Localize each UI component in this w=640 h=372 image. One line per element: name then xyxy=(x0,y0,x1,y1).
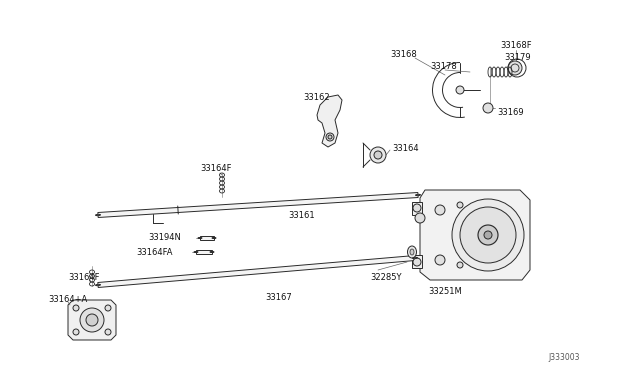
Circle shape xyxy=(326,133,334,141)
Text: 33164FA: 33164FA xyxy=(136,247,173,257)
Circle shape xyxy=(105,329,111,335)
Circle shape xyxy=(80,308,104,332)
Circle shape xyxy=(478,225,498,245)
Polygon shape xyxy=(98,192,418,218)
Text: 33164: 33164 xyxy=(392,144,419,153)
Circle shape xyxy=(508,61,522,75)
Circle shape xyxy=(484,231,492,239)
Circle shape xyxy=(460,207,516,263)
Text: 33167: 33167 xyxy=(265,294,292,302)
Circle shape xyxy=(452,199,524,271)
Ellipse shape xyxy=(198,237,202,238)
Ellipse shape xyxy=(212,237,216,238)
Circle shape xyxy=(483,103,493,113)
Text: 33162: 33162 xyxy=(303,93,330,102)
Text: 33161: 33161 xyxy=(288,211,315,219)
Polygon shape xyxy=(68,300,116,340)
Polygon shape xyxy=(98,256,415,288)
Ellipse shape xyxy=(95,214,100,216)
Ellipse shape xyxy=(210,251,214,253)
Polygon shape xyxy=(196,250,212,254)
Circle shape xyxy=(374,151,382,159)
Circle shape xyxy=(86,314,98,326)
Circle shape xyxy=(105,305,111,311)
Circle shape xyxy=(415,213,425,223)
Text: 33164+A: 33164+A xyxy=(48,295,87,305)
Text: 33251M: 33251M xyxy=(428,288,461,296)
Text: 33169: 33169 xyxy=(497,108,524,116)
Ellipse shape xyxy=(408,246,417,258)
Circle shape xyxy=(413,258,421,266)
Text: 33179: 33179 xyxy=(504,52,531,61)
Circle shape xyxy=(73,305,79,311)
Text: 32285Y: 32285Y xyxy=(370,273,401,282)
Circle shape xyxy=(413,204,421,212)
Circle shape xyxy=(435,205,445,215)
Text: 33168: 33168 xyxy=(390,49,417,58)
Ellipse shape xyxy=(415,194,420,196)
Text: 33178: 33178 xyxy=(430,61,457,71)
Polygon shape xyxy=(200,236,214,240)
Polygon shape xyxy=(420,190,530,280)
Circle shape xyxy=(457,202,463,208)
Text: J333003: J333003 xyxy=(548,353,579,362)
Circle shape xyxy=(435,255,445,265)
Polygon shape xyxy=(317,95,342,147)
Circle shape xyxy=(456,86,464,94)
Circle shape xyxy=(457,262,463,268)
Text: 33194N: 33194N xyxy=(148,232,181,241)
Circle shape xyxy=(370,147,386,163)
Circle shape xyxy=(73,329,79,335)
Ellipse shape xyxy=(413,257,417,259)
Polygon shape xyxy=(412,202,422,215)
Circle shape xyxy=(328,135,332,139)
Ellipse shape xyxy=(95,284,100,286)
Ellipse shape xyxy=(410,249,414,255)
Polygon shape xyxy=(412,255,422,268)
Ellipse shape xyxy=(194,251,198,253)
Text: 33164F: 33164F xyxy=(200,164,232,173)
Text: 33164F: 33164F xyxy=(68,273,99,282)
Text: 33168F: 33168F xyxy=(500,41,532,49)
